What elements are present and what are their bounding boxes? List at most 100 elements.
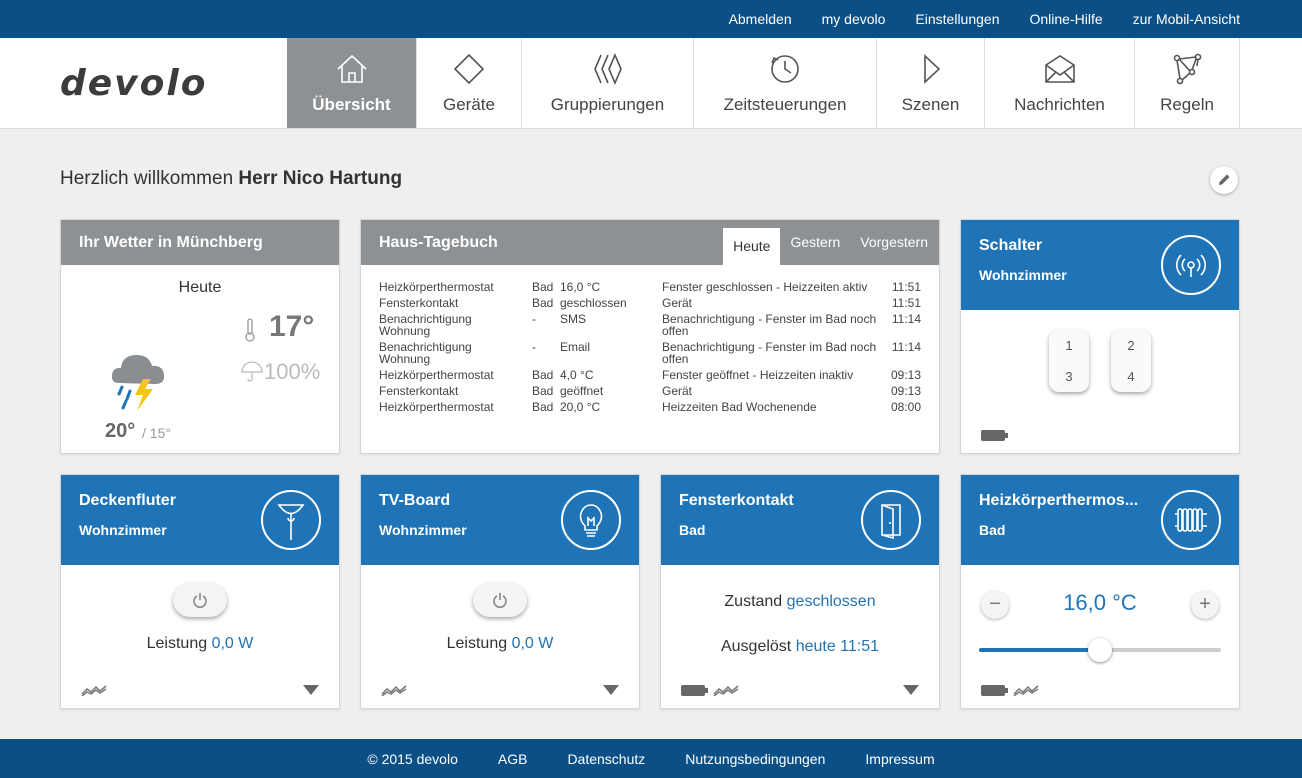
tv-board-footer xyxy=(381,682,619,698)
expand-chevron-icon[interactable] xyxy=(303,685,319,695)
nav-devices[interactable]: Geräte xyxy=(417,38,522,128)
switch-title: Schalter xyxy=(979,237,1043,254)
diary-row: Heizkörperthermostat Bad 16,0 °C Fenster ge… xyxy=(379,279,921,295)
top-bar: Abmelden my devolo Einstellungen Online-… xyxy=(0,0,1302,38)
triggered-label: Ausgelöst xyxy=(720,638,792,655)
tab-day-before-yesterday[interactable]: Vorgestern xyxy=(860,234,928,250)
nav-messages[interactable]: Nachrichten xyxy=(985,38,1135,128)
diary-row: Benachrichtigung Wohnung - Email Benachrich… xyxy=(379,339,921,367)
welcome-prefix: Herzlich willkommen xyxy=(60,168,239,189)
switch-key-2[interactable]: 2 xyxy=(1127,338,1135,353)
diary-cell-time: 09:13 xyxy=(890,368,921,382)
window-contact-title: Fensterkontakt xyxy=(679,492,794,509)
play-icon xyxy=(923,54,940,84)
diary-tabs: Heute Gestern Vorgestern xyxy=(723,220,938,265)
chart-trend-icon[interactable] xyxy=(713,684,739,696)
diary-cell-room: Bad xyxy=(532,400,554,414)
diary-cell-room: - xyxy=(532,312,536,326)
chart-trend-icon[interactable] xyxy=(81,684,107,696)
nav-rules[interactable]: Regeln xyxy=(1135,38,1240,128)
diary-cell-time: 11:51 xyxy=(891,280,921,294)
diary-cell-value: 4,0 °C xyxy=(560,368,594,382)
logout-link[interactable]: Abmelden xyxy=(728,11,792,27)
weather-day: Heute xyxy=(178,279,222,296)
diary-cell-room: - xyxy=(532,340,536,354)
diary-row: Benachrichtigung Wohnung - SMS Benachrichti… xyxy=(379,311,921,339)
logo[interactable]: devolo xyxy=(0,38,287,128)
floor-lamp-card: Deckenfluter Wohnzimmer Leistung 0,0 W xyxy=(60,474,340,709)
increase-temperature-button[interactable]: + xyxy=(1191,591,1219,619)
switch-card-header: Schalter Wohnzimmer xyxy=(961,220,1239,310)
edit-dashboard-button[interactable] xyxy=(1210,166,1238,194)
thermostat-footer xyxy=(981,682,1219,698)
tv-board-icon-circle xyxy=(561,490,621,550)
slider-fill xyxy=(979,648,1100,652)
floor-lamp-icon-circle xyxy=(261,490,321,550)
tab-yesterday[interactable]: Gestern xyxy=(790,234,841,250)
diary-scroll-area[interactable]: Heizkörperthermostat Bad 16,0 °C Fenster ge… xyxy=(361,265,939,433)
decrease-temperature-button[interactable]: − xyxy=(981,591,1009,619)
imprint-link[interactable]: Impressum xyxy=(865,750,935,767)
tab-today[interactable]: Heute xyxy=(723,228,781,265)
privacy-link[interactable]: Datenschutz xyxy=(567,750,646,767)
nav-label: Szenen xyxy=(901,95,960,114)
radiator-icon xyxy=(1175,508,1207,532)
diary-cell-time: 11:14 xyxy=(891,340,921,354)
help-link[interactable]: Online-Hilfe xyxy=(1029,11,1103,27)
footer: © 2015 devolo AGB Datenschutz Nutzungsbe… xyxy=(0,739,1302,778)
nav-scenes[interactable]: Szenen xyxy=(877,38,985,128)
settings-link[interactable]: Einstellungen xyxy=(915,11,1000,27)
diary-cell-time: 08:00 xyxy=(890,400,921,414)
chart-trend-icon[interactable] xyxy=(381,684,407,696)
diary-cell-device: Fensterkontakt xyxy=(379,296,459,310)
switch-key-3[interactable]: 3 xyxy=(1065,369,1073,384)
floor-lamp-header: Deckenfluter Wohnzimmer xyxy=(61,475,339,565)
agb-link[interactable]: AGB xyxy=(497,750,528,767)
tv-board-power: Leistung 0,0 W xyxy=(361,635,639,653)
terms-link[interactable]: Nutzungsbedingungen xyxy=(685,750,826,767)
nav-label: Geräte xyxy=(443,95,495,114)
nav-groupings[interactable]: Gruppierungen xyxy=(522,38,694,128)
diary-cell-event: Gerät xyxy=(662,384,693,398)
diary-cell-event: Fenster geöffnet - Heizzeiten inaktiv xyxy=(662,368,854,382)
battery-icon xyxy=(981,429,1008,441)
switch-rocker-right[interactable]: 2 4 xyxy=(1111,330,1151,392)
weather-low: / 15° xyxy=(142,425,171,441)
temperature-slider[interactable] xyxy=(979,638,1221,662)
user-name: Herr Nico Hartung xyxy=(238,168,403,189)
switch-key-4[interactable]: 4 xyxy=(1127,369,1135,384)
diary-cell-value: 20,0 °C xyxy=(560,400,601,414)
door-icon xyxy=(881,504,901,540)
switch-key-1[interactable]: 1 xyxy=(1065,338,1073,353)
chart-trend-icon[interactable] xyxy=(1013,684,1039,696)
diary-cell-value: Email xyxy=(560,340,591,354)
my-devolo-link[interactable]: my devolo xyxy=(821,11,886,27)
weather-rain-probability: 100% xyxy=(264,359,321,384)
window-contact-icon-circle xyxy=(861,490,921,550)
home-icon xyxy=(336,54,367,83)
nav-overview[interactable]: Übersicht xyxy=(287,38,417,128)
expand-chevron-icon[interactable] xyxy=(903,685,919,695)
power-label: Leistung xyxy=(446,635,508,652)
diary-cell-value: SMS xyxy=(560,312,587,326)
mobile-view-link[interactable]: zur Mobil-Ansicht xyxy=(1132,11,1240,27)
window-state: Zustand geschlossen xyxy=(661,593,939,611)
diary-cell-event: Heizzeiten Bad Wochenende xyxy=(662,400,817,414)
slider-knob[interactable] xyxy=(1088,638,1112,662)
diary-cell-room: Bad xyxy=(532,280,554,294)
diary-cell-event: Fenster geschlossen - Heizzeiten aktiv xyxy=(662,280,868,294)
diary-cell-room: Bad xyxy=(532,368,554,382)
nav-label: Regeln xyxy=(1160,95,1214,114)
floor-lamp-power: Leistung 0,0 W xyxy=(61,635,339,653)
expand-chevron-icon[interactable] xyxy=(603,685,619,695)
floor-lamp-icon xyxy=(277,504,305,540)
diary-row: Fensterkontakt Bad geschlossen Gerät 11:51 xyxy=(379,295,921,311)
weather-body: Heute 17° 100% 20° / 15° xyxy=(61,265,339,452)
power-icon xyxy=(193,593,207,608)
thermostat-controls: − 16,0 °C + xyxy=(961,565,1239,665)
switch-rocker-left[interactable]: 1 3 xyxy=(1049,330,1089,392)
tv-board-power-button[interactable] xyxy=(473,583,527,617)
nav-schedules[interactable]: Zeitsteuerungen xyxy=(694,38,877,128)
floor-lamp-power-button[interactable] xyxy=(173,583,227,617)
battery-icon xyxy=(981,684,1008,696)
